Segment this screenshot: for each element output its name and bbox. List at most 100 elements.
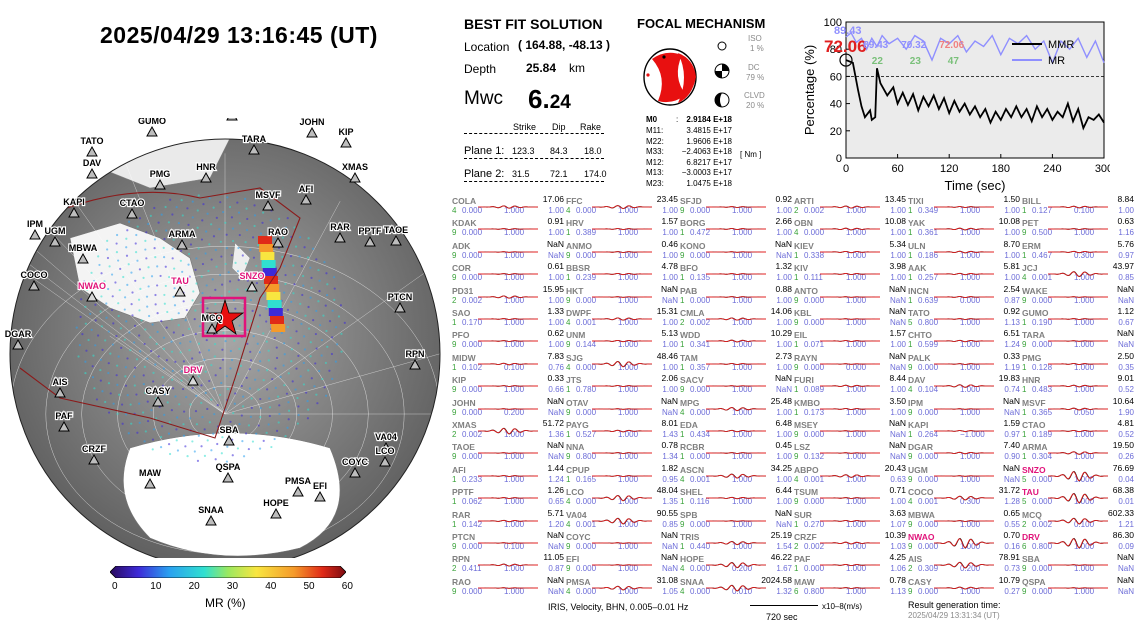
synthetic-trace <box>706 228 766 231</box>
station-name: KBL <box>794 308 812 318</box>
mr-sample-dot <box>290 348 293 351</box>
mr-sample-dot <box>249 359 253 362</box>
station-name: SNZO <box>1022 464 1046 475</box>
station-label: KIP <box>338 127 353 137</box>
mr-sample-dot <box>112 402 115 405</box>
variance-reduction: NaN <box>774 238 792 249</box>
mr-sample-dot <box>94 319 97 322</box>
waveform <box>592 429 652 433</box>
mr-sample-dot <box>282 364 285 367</box>
variance-reduction: NaN <box>888 440 906 451</box>
mr-sample-dot <box>99 379 102 382</box>
variance-reduction: 1.32 <box>775 261 792 272</box>
mr-sample-dot <box>183 231 187 235</box>
divider <box>464 181 604 182</box>
quality-flag: 1 <box>794 407 799 417</box>
station-name: TARA <box>1022 330 1045 341</box>
station-cell: SJG 48.46 4 0.000 1.000 1.00 <box>566 351 678 373</box>
waveform <box>820 452 880 455</box>
mr-sample-dot <box>278 412 281 416</box>
station-metric: 0.800 <box>1032 542 1053 551</box>
mr-sample-dot <box>192 234 195 237</box>
station-name: FURI <box>794 375 814 386</box>
mr-sample-dot <box>119 327 122 330</box>
mr-sample-dot <box>91 365 94 368</box>
variance-reduction: 78.91 <box>998 552 1020 563</box>
mr-sample-dot <box>188 417 192 420</box>
waveform <box>1048 451 1108 456</box>
mr-sample-dot <box>133 341 136 344</box>
station-scale: NaN <box>547 250 564 260</box>
station-marker <box>176 238 188 250</box>
mr-sample-dot <box>161 384 165 387</box>
station-scale: 0.85 <box>1118 273 1134 283</box>
station-metric: 1.000 <box>618 385 639 395</box>
mr-sample-dot <box>214 288 217 291</box>
mr-sample-dot <box>184 283 187 286</box>
station-name: EIL <box>794 330 808 341</box>
mr-sample-dot <box>107 371 110 375</box>
mr-sample-dot <box>324 304 327 307</box>
station-label: RAR <box>330 222 350 232</box>
mr-sample-dot <box>234 307 237 310</box>
mr-sample-dot <box>99 368 102 372</box>
mr-sample-dot <box>322 314 325 317</box>
mr-sample-dot <box>245 288 248 291</box>
mr-sample-dot <box>101 348 104 351</box>
quality-flag: 4 <box>452 206 457 215</box>
mwc-int: 6. <box>528 84 550 114</box>
mr-sample-dot <box>230 216 234 219</box>
mr-sample-dot <box>92 279 96 283</box>
mr-sample-dot <box>165 326 168 329</box>
mr-cell <box>264 276 278 284</box>
mr-sample-dot <box>268 397 271 400</box>
synthetic-trace <box>934 363 994 365</box>
station-name: DWPF <box>566 308 592 318</box>
mr-sample-dot <box>236 288 239 291</box>
synthetic-trace <box>1048 205 1108 209</box>
mr-sample-dot <box>208 243 211 246</box>
station-label: COYC <box>342 457 369 467</box>
station-metric: 0.001 <box>690 474 711 484</box>
station-name: BFO <box>680 263 698 274</box>
mr-sample-dot <box>233 402 236 405</box>
mr-sample-dot <box>307 408 310 411</box>
mr-sample-dot <box>205 230 208 233</box>
station-metric: 1.000 <box>1074 385 1095 395</box>
station-marker <box>390 234 402 246</box>
mr-sample-dot <box>78 344 82 347</box>
mr-sample-dot <box>196 226 199 229</box>
station-label: ARMA <box>169 229 196 239</box>
mr-sample-dot <box>255 432 258 435</box>
mr-sample-dot <box>107 362 110 365</box>
mr-sample-dot <box>228 280 232 283</box>
station-scale: 1.00 <box>776 362 792 372</box>
mr-sample-dot <box>312 318 315 322</box>
station-cell: UNM 5.13 9 0.144 1.000 1.00 <box>566 328 678 350</box>
station-metric: 1.000 <box>504 497 525 507</box>
mr-sample-dot <box>171 247 174 250</box>
mr-sample-dot <box>106 256 110 260</box>
x-tick-label: 180 <box>992 163 1010 175</box>
station-cell: EFI NaN 9 0.000 1.000 NaN <box>566 552 678 574</box>
mr-sample-dot <box>144 328 147 331</box>
waveform <box>478 273 538 276</box>
station-metric: 0.135 <box>690 273 711 283</box>
station-metric: 0.000 <box>804 362 825 372</box>
station-cell: PET 0.63 9 0.500 1.000 1.16 <box>1022 216 1134 238</box>
mr-sample-dot <box>252 335 255 338</box>
station-scale: NaN <box>661 295 678 305</box>
mr-sample-dot <box>149 214 152 218</box>
station-name: UGM <box>908 464 928 475</box>
mr-sample-dot <box>121 422 124 425</box>
mr-sample-dot <box>175 428 178 431</box>
mr-sample-dot <box>150 275 154 278</box>
mr-sample-dot <box>246 328 249 332</box>
x-tick-label: 120 <box>940 163 958 175</box>
longitude-line <box>224 263 438 415</box>
station-scale: 1.35 <box>662 497 678 507</box>
station-marker <box>380 441 392 453</box>
station-scale: 1.00 <box>662 250 678 260</box>
variance-reduction: 10.08 <box>998 216 1020 227</box>
mr-sample-dot <box>302 383 306 386</box>
